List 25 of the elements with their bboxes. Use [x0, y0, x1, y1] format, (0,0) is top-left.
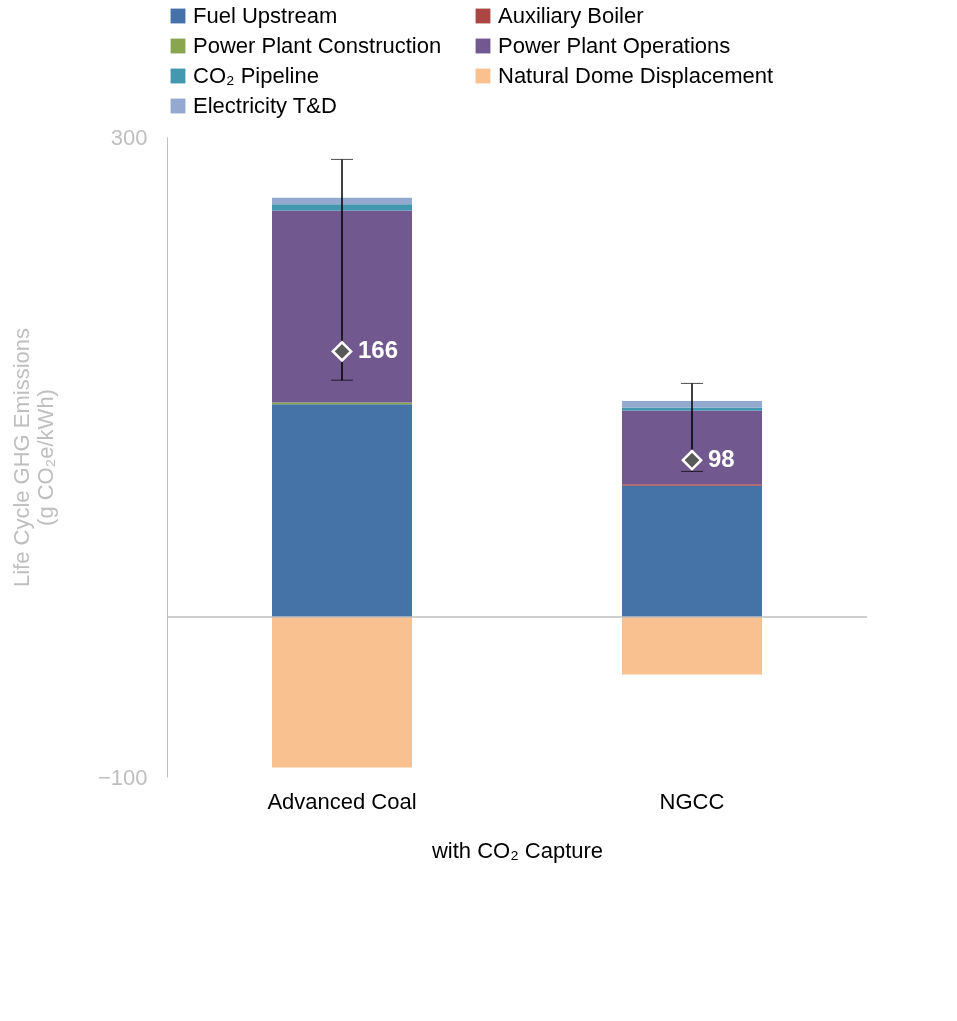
- bar: [622, 401, 762, 408]
- legend-label: Fuel Upstream: [193, 3, 338, 28]
- data-label: 98: [708, 445, 735, 473]
- legend-label: CO₂ Pipeline: [193, 63, 319, 88]
- legend-label: Electricity T&D: [193, 93, 337, 118]
- y-tick-label: −100: [97, 764, 148, 790]
- bar: [272, 617, 412, 768]
- x-tick-label: Advanced Coal: [267, 788, 417, 814]
- bar: [272, 210, 412, 403]
- legend-label: Auxiliary Boiler: [498, 3, 644, 28]
- bar: [622, 410, 762, 485]
- x-axis-title: with CO₂ Capture: [430, 837, 604, 863]
- bar: [622, 617, 762, 675]
- legend-label: Power Plant Construction: [193, 33, 442, 58]
- y-axis-title: Life Cycle GHG Emissions (g CO₂e/kWh): [8, 327, 58, 588]
- bar: [622, 407, 762, 411]
- y-tick-label: 300: [110, 124, 148, 150]
- legend-label: Power Plant Operations: [498, 33, 731, 58]
- data-label: 166: [358, 336, 399, 364]
- bar: [622, 485, 762, 617]
- bar: [272, 404, 412, 617]
- legend-label: Natural Dome Displacement: [498, 63, 774, 88]
- bar: [272, 204, 412, 211]
- x-tick-label: NGCC: [659, 788, 725, 814]
- bar: [272, 197, 412, 205]
